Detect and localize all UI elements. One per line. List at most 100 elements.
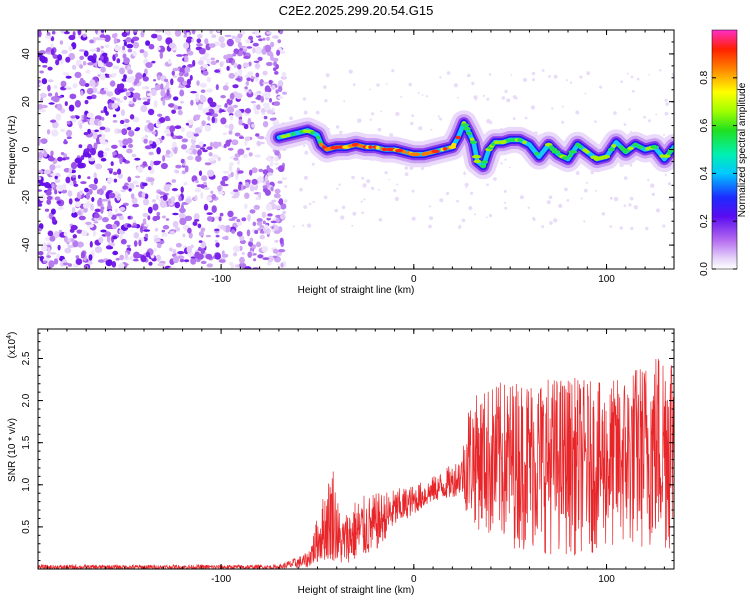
noise-blob bbox=[269, 117, 276, 121]
noise-blob bbox=[231, 139, 239, 146]
noise-blob bbox=[39, 194, 46, 202]
noise-blob bbox=[239, 245, 243, 251]
noise-blob bbox=[227, 106, 235, 114]
noise-blob bbox=[262, 257, 270, 260]
noise-blob bbox=[121, 128, 128, 136]
noise-blob bbox=[93, 142, 98, 151]
snr-y-axis-label: SNR (10 * v/v) bbox=[7, 418, 18, 482]
noise-blob bbox=[211, 205, 217, 213]
noise-blob bbox=[53, 231, 60, 239]
noise-blob bbox=[84, 148, 91, 153]
noise-blob bbox=[217, 30, 221, 33]
noise-blob bbox=[69, 93, 77, 100]
ridge-hotspot bbox=[568, 153, 573, 158]
x-tick-label: 100 bbox=[598, 274, 615, 285]
noise-blob bbox=[200, 227, 206, 232]
noise-blob bbox=[60, 128, 66, 132]
noise-blob bbox=[256, 94, 262, 101]
noise-blob bbox=[159, 51, 163, 59]
noise-blob bbox=[119, 157, 123, 165]
noise-blob bbox=[161, 203, 168, 208]
noise-blob bbox=[38, 151, 44, 159]
ridge-hotspot bbox=[608, 147, 615, 152]
noise-blob bbox=[144, 145, 152, 150]
noise-blob bbox=[65, 129, 73, 137]
noise-blob bbox=[251, 123, 256, 128]
noise-blob bbox=[143, 223, 149, 227]
ridge-hotspot bbox=[659, 154, 665, 158]
noise-blob bbox=[38, 170, 44, 174]
noise-blob bbox=[277, 249, 286, 253]
noise-blob bbox=[214, 69, 221, 73]
ridge-hotspot bbox=[469, 137, 475, 142]
noise-blob bbox=[114, 208, 118, 214]
noise-speckle bbox=[601, 212, 606, 216]
noise-speckle bbox=[348, 69, 353, 74]
noise-blob bbox=[214, 239, 218, 243]
noise-blob bbox=[65, 56, 71, 63]
noise-blob bbox=[210, 60, 217, 65]
noise-blob bbox=[232, 104, 238, 108]
noise-blob bbox=[104, 34, 111, 42]
noise-speckle bbox=[501, 96, 506, 100]
noise-blob bbox=[121, 31, 128, 38]
noise-speckle bbox=[430, 128, 433, 131]
noise-blob bbox=[39, 182, 47, 186]
noise-blob bbox=[185, 149, 192, 154]
noise-blob bbox=[244, 108, 252, 114]
spectrogram-noise-region bbox=[38, 30, 674, 269]
noise-blob bbox=[112, 223, 117, 230]
noise-blob bbox=[237, 41, 242, 49]
y-tick-label: 0.5 bbox=[21, 520, 32, 534]
noise-blob bbox=[262, 37, 266, 41]
noise-blob bbox=[120, 189, 126, 193]
noise-blob bbox=[265, 179, 270, 188]
spectrogram-x-ticks: -100 0 100 bbox=[47, 30, 665, 285]
noise-blob bbox=[255, 46, 263, 55]
noise-blob bbox=[206, 58, 211, 65]
noise-blob bbox=[135, 127, 140, 131]
noise-speckle bbox=[418, 126, 423, 131]
noise-blob bbox=[261, 211, 267, 218]
noise-blob bbox=[111, 102, 119, 109]
noise-blob bbox=[50, 119, 57, 123]
noise-speckle bbox=[575, 171, 580, 175]
noise-blob bbox=[232, 53, 237, 57]
noise-blob bbox=[152, 199, 156, 203]
noise-blob bbox=[114, 53, 118, 58]
noise-speckle bbox=[371, 112, 375, 116]
noise-blob bbox=[184, 165, 189, 173]
noise-blob bbox=[228, 218, 236, 221]
noise-blob bbox=[38, 103, 44, 110]
noise-speckle bbox=[465, 186, 468, 189]
noise-blob bbox=[110, 97, 117, 101]
y-tick-label: 20 bbox=[21, 96, 32, 108]
noise-blob bbox=[120, 238, 127, 245]
noise-blob bbox=[50, 48, 55, 56]
noise-blob bbox=[173, 147, 178, 154]
noise-speckle bbox=[463, 171, 466, 173]
snr-multiplier-exponent: 4 bbox=[6, 335, 13, 339]
noise-blob bbox=[256, 241, 261, 248]
noise-blob bbox=[254, 154, 262, 158]
noise-speckle bbox=[303, 110, 308, 115]
noise-blob bbox=[194, 195, 198, 201]
noise-blob bbox=[246, 147, 250, 151]
noise-blob bbox=[224, 235, 229, 241]
noise-blob bbox=[178, 195, 182, 202]
noise-blob bbox=[174, 201, 181, 209]
noise-blob bbox=[94, 208, 102, 213]
noise-blob bbox=[38, 251, 44, 256]
noise-blob bbox=[253, 258, 257, 262]
noise-speckle bbox=[633, 205, 638, 210]
noise-blob bbox=[184, 215, 193, 221]
noise-speckle bbox=[394, 196, 400, 202]
noise-blob bbox=[38, 189, 43, 192]
noise-speckle bbox=[530, 105, 536, 110]
noise-blob bbox=[195, 92, 199, 100]
noise-blob bbox=[142, 161, 147, 167]
noise-blob bbox=[85, 192, 90, 200]
noise-speckle bbox=[475, 99, 478, 101]
spectrogram-x-axis-label: Height of straight line (km) bbox=[298, 285, 415, 296]
noise-blob bbox=[186, 131, 193, 139]
